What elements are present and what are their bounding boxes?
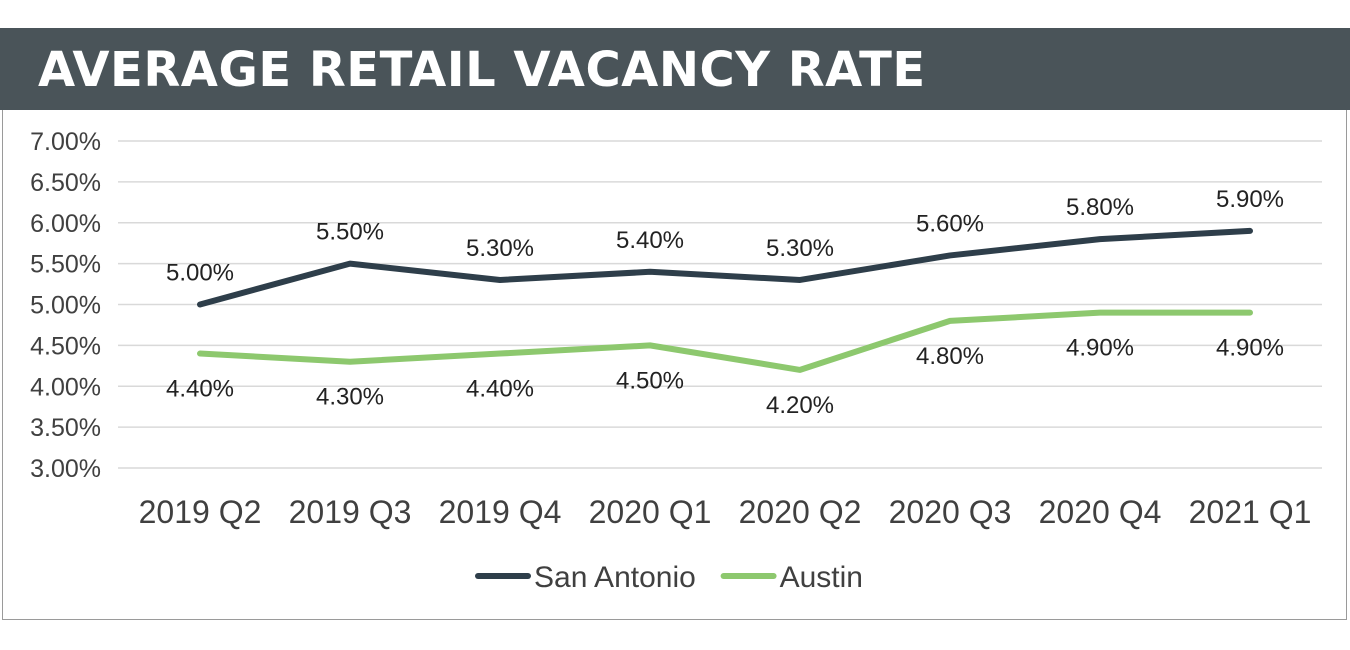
data-label: 5.90% (1216, 186, 1284, 213)
y-tick-label: 4.00% (30, 373, 101, 401)
chart-title: AVERAGE RETAIL VACANCY RATE (38, 42, 926, 98)
data-label: 5.40% (616, 227, 684, 254)
data-label: 5.30% (766, 235, 834, 262)
data-label: 4.40% (166, 376, 234, 403)
x-tick-label: 2019 Q4 (439, 494, 562, 530)
x-tick-label: 2020 Q2 (739, 494, 862, 530)
series-lines (197, 227, 1253, 373)
legend-item: San Antonio (475, 561, 696, 594)
data-label: 4.80% (916, 343, 984, 370)
y-tick-label: 5.00% (30, 292, 101, 320)
data-label: 5.80% (1066, 194, 1134, 221)
legend-label: San Antonio (534, 561, 696, 594)
y-tick-label: 6.00% (30, 210, 101, 238)
legend: San Antonio Austin (475, 561, 863, 594)
y-tick-label: 7.00% (30, 128, 101, 156)
x-tick-label: 2020 Q4 (1039, 494, 1162, 530)
data-label: 4.20% (766, 392, 834, 419)
data-label: 5.60% (916, 210, 984, 237)
series-line-austin (197, 309, 1253, 373)
y-tick-label: 5.50% (30, 251, 101, 279)
title-bar: AVERAGE RETAIL VACANCY RATE (0, 28, 1350, 110)
x-tick-label: 2019 Q3 (289, 494, 412, 530)
chart-frame (2, 110, 1347, 620)
legend-label: Austin (780, 561, 863, 594)
data-label: 5.30% (466, 235, 534, 262)
data-label: 5.50% (316, 219, 384, 246)
x-axis-ticks: 2019 Q2 2019 Q3 2019 Q4 2020 Q1 2020 Q2 2020 … (139, 494, 1312, 530)
y-tick-label: 3.50% (30, 414, 101, 442)
data-label: 4.90% (1066, 335, 1134, 362)
y-axis-ticks: 3.00% 3.50% 4.00% 4.50% 5.00% 5.50% 6.00% 6.50%… (30, 128, 101, 483)
series-line-san-antonio (197, 227, 1253, 308)
gridlines (118, 140, 1322, 469)
data-label: 4.40% (466, 376, 534, 403)
x-tick-label: 2021 Q1 (1189, 494, 1312, 530)
y-tick-label: 4.50% (30, 332, 101, 360)
y-tick-label: 3.00% (30, 455, 101, 483)
data-label: 4.30% (316, 384, 384, 411)
data-labels: 5.00% 5.50% 5.30% 5.40% 5.30% 5.60% 5.80% 5.90%… (166, 186, 1284, 419)
x-tick-label: 2020 Q3 (889, 494, 1012, 530)
data-label: 4.90% (1216, 335, 1284, 362)
y-tick-label: 6.50% (30, 169, 101, 197)
data-label: 5.00% (166, 260, 234, 287)
x-tick-label: 2020 Q1 (589, 494, 712, 530)
data-label: 4.50% (616, 367, 684, 394)
x-tick-label: 2019 Q2 (139, 494, 262, 530)
legend-item: Austin (720, 561, 863, 594)
